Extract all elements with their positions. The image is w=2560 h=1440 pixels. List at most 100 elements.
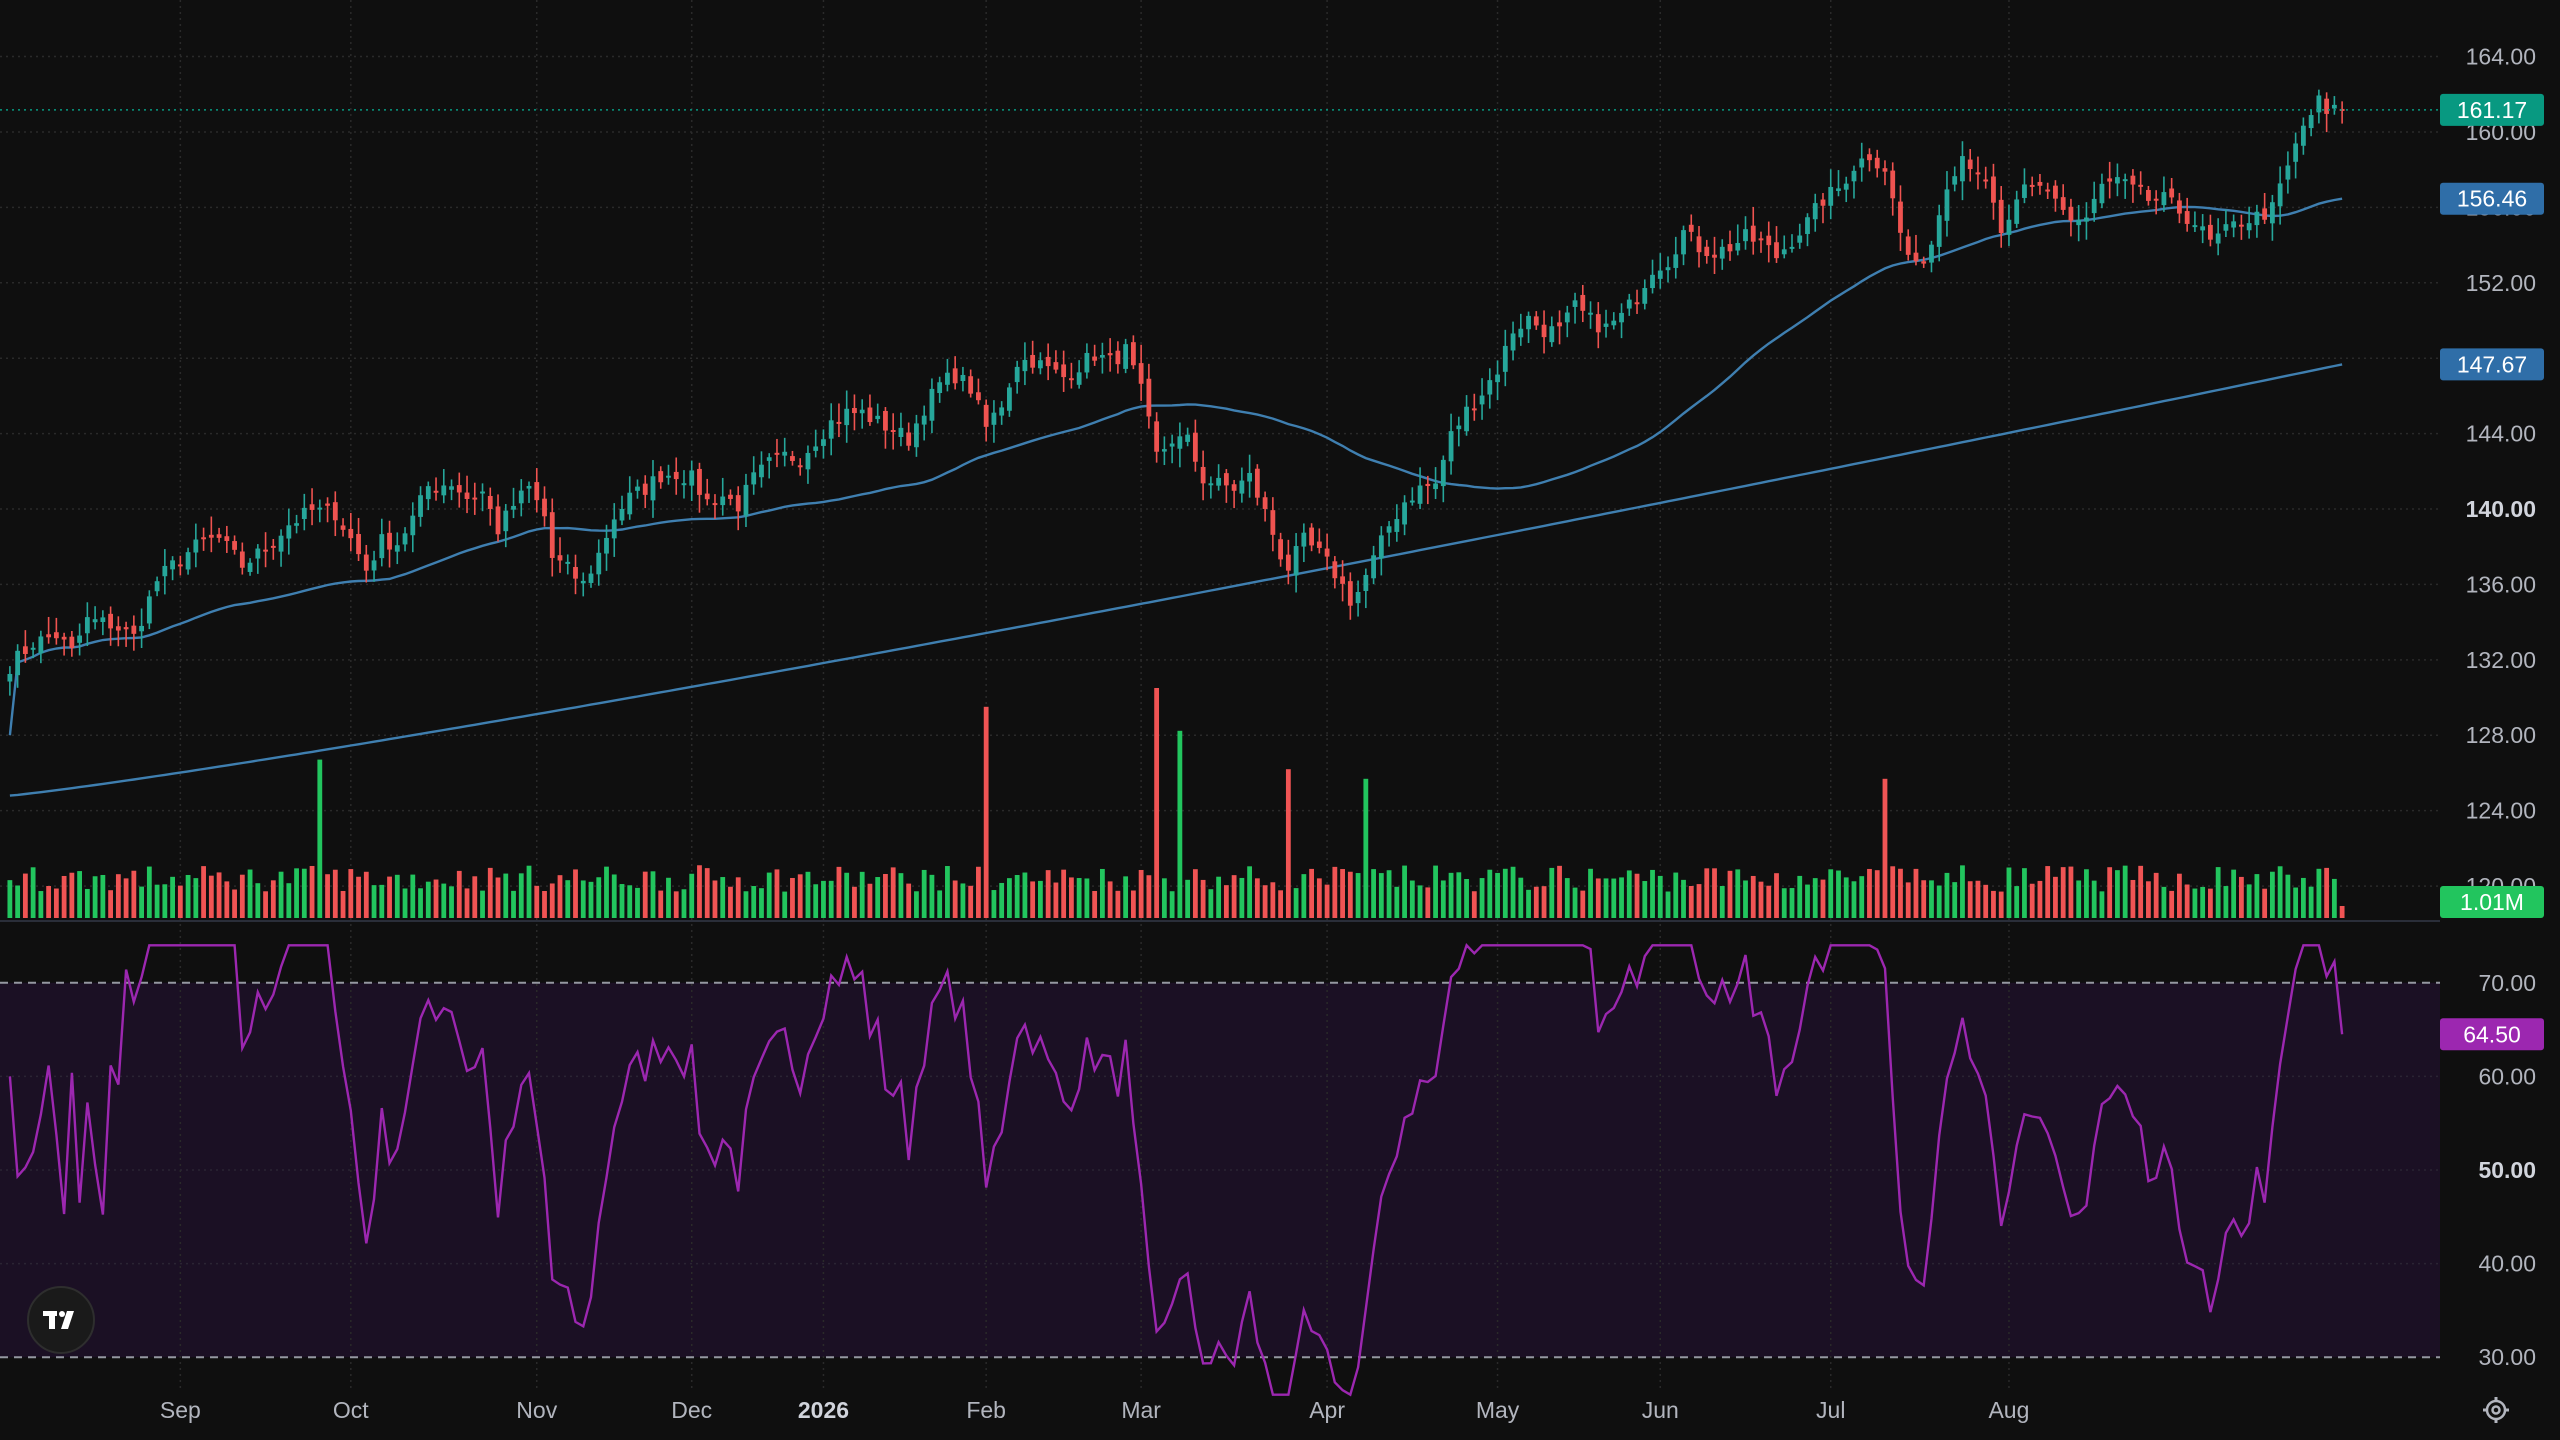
candle[interactable] (1363, 574, 1369, 591)
candle[interactable] (1239, 480, 1245, 494)
candle[interactable] (1216, 477, 1222, 486)
candle[interactable] (1843, 183, 1849, 190)
candle[interactable] (952, 368, 958, 384)
candle[interactable] (999, 407, 1005, 416)
candle[interactable] (1867, 154, 1872, 161)
candle[interactable] (356, 534, 361, 555)
candle[interactable] (627, 492, 633, 515)
candle[interactable] (890, 430, 896, 433)
candle[interactable] (1991, 176, 1996, 203)
candle[interactable] (666, 475, 671, 478)
candle[interactable] (464, 492, 470, 499)
candle[interactable] (1471, 408, 1477, 411)
candle[interactable] (697, 468, 702, 495)
candle[interactable] (1355, 592, 1361, 604)
candle[interactable] (1549, 326, 1555, 343)
candle[interactable] (968, 376, 974, 394)
candle[interactable] (472, 497, 478, 500)
candle[interactable] (1603, 323, 1609, 327)
candle[interactable] (1588, 312, 1593, 315)
candle[interactable] (2122, 179, 2128, 182)
candle[interactable] (1278, 539, 1284, 560)
candle[interactable] (1797, 235, 1803, 243)
candle[interactable] (2076, 219, 2082, 226)
candle[interactable] (131, 625, 137, 634)
candle[interactable] (2293, 143, 2299, 162)
candle[interactable] (1580, 294, 1586, 311)
candle[interactable] (449, 486, 454, 490)
candle[interactable] (2161, 192, 2167, 206)
candle[interactable] (1890, 170, 1896, 199)
candle[interactable] (1014, 366, 1020, 383)
candle[interactable] (766, 457, 772, 461)
candle[interactable] (2060, 197, 2066, 210)
candle[interactable] (1332, 561, 1338, 579)
candle[interactable] (604, 537, 609, 554)
candle[interactable] (635, 486, 640, 491)
candle[interactable] (394, 545, 400, 552)
candle[interactable] (1781, 249, 1787, 255)
candle[interactable] (232, 541, 237, 550)
candle[interactable] (1495, 374, 1500, 383)
candle[interactable] (906, 432, 912, 446)
candle[interactable] (1130, 342, 1136, 366)
candle[interactable] (619, 508, 625, 521)
candle[interactable] (1533, 316, 1539, 326)
candle[interactable] (2200, 226, 2206, 231)
candle[interactable] (2262, 208, 2268, 220)
candle[interactable] (976, 392, 981, 401)
candle[interactable] (1626, 299, 1632, 309)
candle[interactable] (1316, 541, 1322, 548)
candle[interactable] (201, 537, 206, 540)
candle[interactable] (1068, 378, 1074, 381)
candle[interactable] (642, 483, 648, 495)
candle[interactable] (2037, 181, 2043, 186)
candle[interactable] (2084, 217, 2089, 222)
candle[interactable] (425, 486, 431, 500)
candle[interactable] (1673, 254, 1679, 268)
candle[interactable] (673, 471, 679, 480)
candle[interactable] (2045, 189, 2051, 192)
candle[interactable] (348, 528, 354, 539)
candle[interactable] (526, 485, 532, 489)
candle[interactable] (518, 490, 524, 504)
candle[interactable] (704, 493, 710, 500)
candle[interactable] (77, 635, 83, 643)
candle[interactable] (1161, 449, 1167, 452)
candle[interactable] (363, 554, 369, 571)
candle[interactable] (2068, 206, 2074, 221)
candle[interactable] (1138, 363, 1144, 384)
candle[interactable] (108, 613, 114, 629)
candle[interactable] (193, 539, 199, 553)
candle[interactable] (1293, 546, 1299, 576)
candle[interactable] (1340, 576, 1345, 584)
candle[interactable] (1719, 246, 1725, 259)
candle[interactable] (1812, 203, 1818, 220)
candle[interactable] (1967, 159, 1973, 170)
candle[interactable] (294, 523, 299, 526)
candle[interactable] (1805, 217, 1810, 234)
candle[interactable] (1309, 527, 1314, 546)
candle[interactable] (1448, 431, 1454, 462)
candle[interactable] (2006, 219, 2012, 235)
candle[interactable] (1402, 502, 1407, 525)
candle[interactable] (1874, 157, 1880, 169)
candle[interactable] (2269, 202, 2275, 224)
candle[interactable] (580, 580, 586, 584)
candle[interactable] (565, 561, 571, 564)
candle[interactable] (1921, 261, 1927, 264)
candle[interactable] (790, 456, 795, 461)
candle[interactable] (2339, 108, 2345, 111)
candle[interactable] (1557, 322, 1562, 327)
candle[interactable] (1433, 483, 1438, 490)
candle[interactable] (2029, 184, 2035, 187)
candle[interactable] (689, 470, 695, 486)
candle[interactable] (1642, 288, 1648, 304)
candle[interactable] (1038, 360, 1043, 369)
candle[interactable] (1998, 199, 2004, 234)
candle[interactable] (1983, 179, 1989, 182)
candle[interactable] (2099, 183, 2105, 204)
candle[interactable] (1487, 380, 1493, 395)
candle[interactable] (208, 534, 214, 538)
candle[interactable] (867, 407, 873, 423)
